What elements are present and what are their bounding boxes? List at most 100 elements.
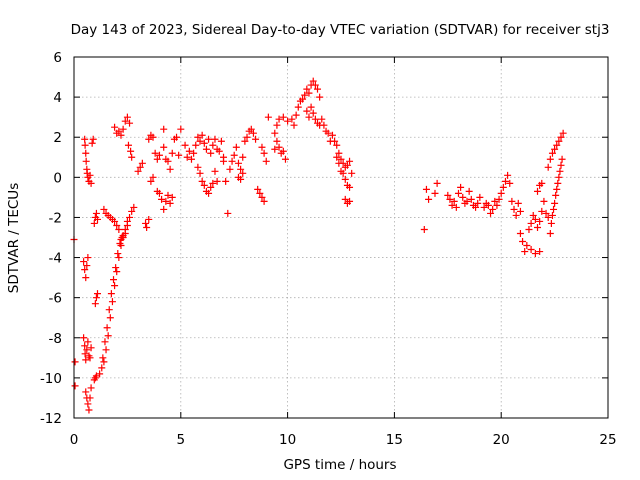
- data-point: [121, 117, 129, 125]
- data-point: [346, 197, 354, 205]
- data-point: [275, 115, 283, 123]
- data-point: [536, 217, 544, 225]
- data-point: [209, 179, 217, 187]
- data-point: [93, 290, 101, 298]
- data-point: [173, 133, 181, 141]
- data-point: [431, 189, 439, 197]
- data-point: [145, 215, 153, 223]
- data-point: [275, 143, 283, 151]
- data-point: [536, 248, 544, 256]
- data-point: [124, 141, 132, 149]
- data-point: [194, 133, 202, 141]
- data-point: [106, 314, 114, 322]
- data-point: [92, 294, 100, 302]
- data-point: [506, 179, 514, 187]
- data-point: [86, 394, 94, 402]
- y-tick-label: 6: [53, 50, 62, 66]
- data-point: [196, 137, 204, 145]
- y-tick-label: 2: [53, 130, 62, 146]
- data-point: [279, 113, 287, 121]
- data-point: [232, 143, 240, 151]
- data-point: [540, 197, 548, 205]
- data-point: [557, 161, 565, 169]
- data-point: [92, 209, 100, 217]
- data-point: [510, 205, 518, 213]
- data-point: [309, 77, 317, 85]
- data-point: [134, 167, 142, 175]
- data-point: [237, 175, 245, 183]
- data-point: [71, 382, 79, 390]
- data-point: [425, 195, 433, 203]
- data-point: [521, 248, 529, 256]
- data-point: [175, 151, 183, 159]
- data-point: [71, 358, 79, 366]
- data-point: [463, 197, 471, 205]
- data-point: [196, 169, 204, 177]
- data-point: [113, 268, 121, 276]
- data-point: [166, 199, 174, 207]
- data-point: [207, 183, 215, 191]
- y-tick-label: 4: [53, 90, 62, 106]
- data-point: [82, 356, 90, 364]
- data-point: [119, 234, 127, 241]
- data-point: [89, 135, 97, 143]
- data-point: [553, 185, 561, 193]
- data-point: [273, 137, 281, 145]
- data-point: [93, 215, 101, 223]
- data-point: [346, 157, 354, 165]
- data-point: [551, 199, 559, 207]
- data-point: [555, 173, 563, 181]
- y-axis-label: SDTVAR / TECUs: [6, 183, 22, 293]
- y-tick-label: -12: [40, 411, 62, 427]
- data-point: [514, 199, 522, 207]
- data-point: [260, 197, 268, 205]
- data-point: [128, 153, 136, 161]
- data-point: [200, 181, 208, 189]
- data-point: [100, 205, 108, 213]
- data-point: [166, 165, 174, 173]
- data-point: [145, 135, 153, 143]
- data-point: [130, 203, 138, 211]
- x-tick-label: 0: [70, 432, 79, 448]
- data-point: [307, 103, 315, 111]
- data-point: [198, 177, 206, 185]
- data-point: [288, 115, 296, 123]
- data-point: [241, 137, 249, 145]
- x-tick-label: 5: [177, 432, 186, 448]
- data-point: [316, 93, 324, 101]
- data-point: [516, 207, 524, 215]
- data-point: [534, 223, 542, 231]
- data-point: [256, 189, 264, 197]
- data-point: [519, 238, 527, 246]
- data-point: [91, 300, 99, 308]
- data-point: [228, 157, 236, 165]
- data-point: [103, 324, 111, 332]
- data-point: [284, 117, 292, 125]
- axes: 0 5 10 15 20 25 -12 -10 -8 -6 -4 -2 0 2 4 6: [40, 50, 617, 448]
- data-point: [136, 163, 144, 171]
- data-point: [294, 103, 302, 111]
- data-point: [107, 290, 115, 298]
- data-point: [100, 358, 108, 366]
- data-point: [200, 139, 208, 147]
- data-point: [211, 135, 219, 143]
- data-point: [271, 145, 279, 153]
- data-point: [309, 109, 317, 117]
- data-point: [557, 133, 565, 141]
- data-point: [87, 384, 95, 392]
- data-point: [108, 298, 116, 306]
- data-point: [335, 149, 343, 157]
- data-point: [207, 149, 215, 157]
- data-point: [452, 203, 460, 211]
- data-point: [160, 125, 168, 133]
- x-tick-label: 25: [599, 432, 616, 448]
- data-point: [343, 161, 351, 169]
- data-point: [311, 115, 319, 123]
- data-point: [552, 191, 560, 199]
- data-point: [467, 195, 475, 203]
- data-point: [290, 121, 298, 129]
- data-point: [117, 131, 125, 139]
- data-point: [215, 147, 223, 155]
- data-point: [493, 201, 501, 209]
